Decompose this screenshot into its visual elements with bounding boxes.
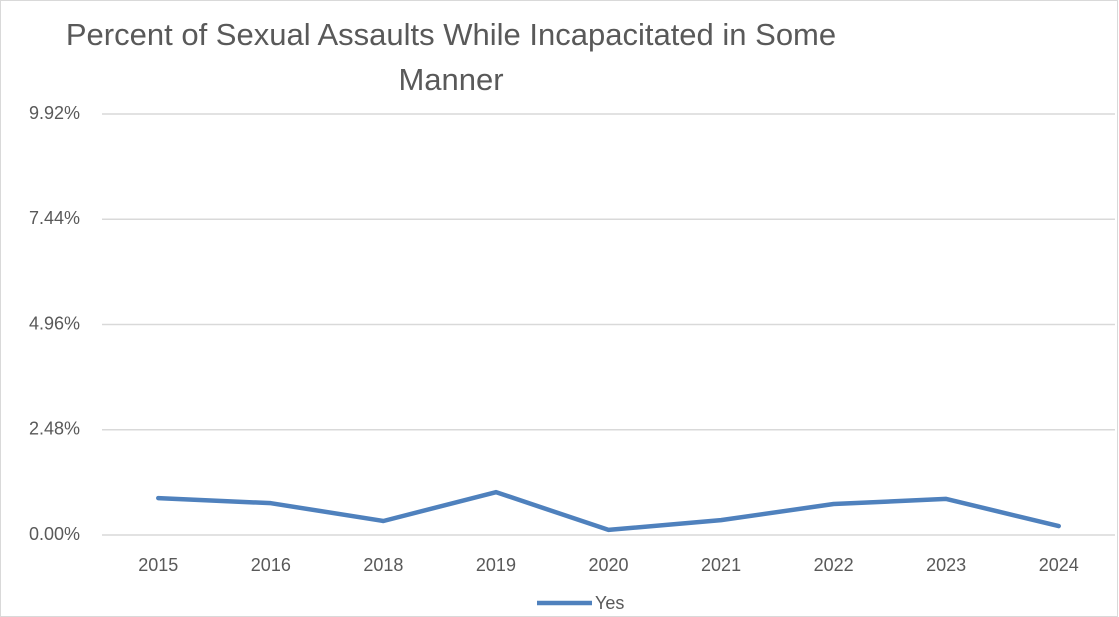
y-tick-label: 4.96% <box>29 313 80 333</box>
data-line <box>156 489 1061 533</box>
x-tick-label: 2023 <box>926 555 966 575</box>
x-tick-label: 2019 <box>476 555 516 575</box>
x-tick-label: 2024 <box>1039 555 1079 575</box>
y-tick-label: 0.00% <box>29 524 80 544</box>
x-tick-label: 2022 <box>814 555 854 575</box>
x-tick-label: 2018 <box>363 555 403 575</box>
chart-title: Percent of Sexual Assaults While Incapac… <box>65 17 837 97</box>
y-tick-label: 2.48% <box>29 419 80 439</box>
y-tick-label: 9.92% <box>29 103 80 123</box>
x-tick-label: 2016 <box>251 555 291 575</box>
legend-label: Yes <box>595 593 624 613</box>
y-tick-label: 7.44% <box>29 208 80 228</box>
x-tick-label: 2020 <box>588 555 628 575</box>
x-tick-label: 2021 <box>701 555 741 575</box>
x-tick-label: 2015 <box>138 555 178 575</box>
